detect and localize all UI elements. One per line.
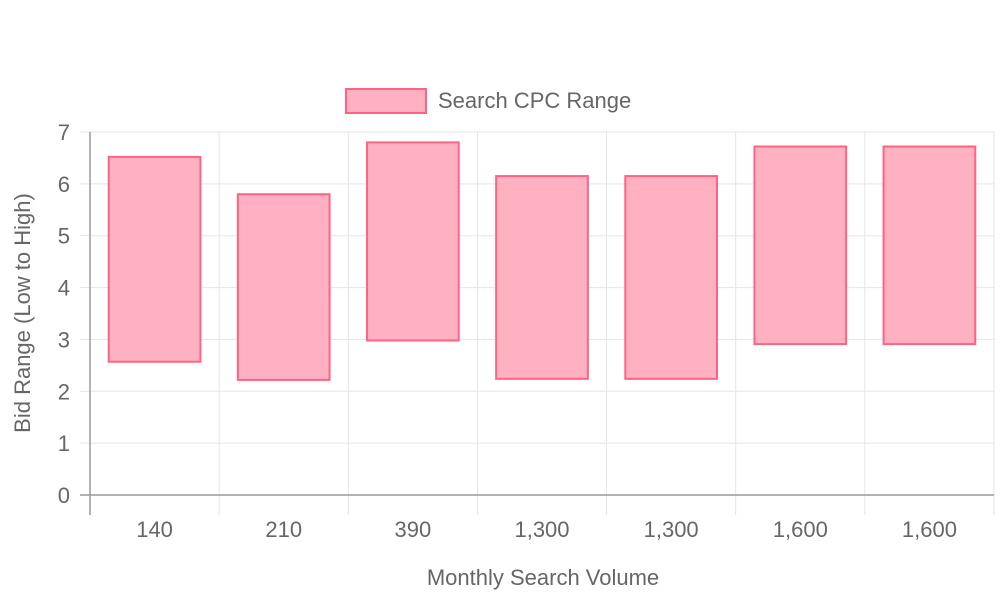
legend-label: Search CPC Range xyxy=(438,88,631,113)
x-tick-label: 210 xyxy=(265,517,302,542)
range-bar[interactable] xyxy=(107,155,202,363)
y-tick-label: 7 xyxy=(58,120,70,145)
y-tick-label: 0 xyxy=(58,483,70,508)
range-bar[interactable] xyxy=(236,193,331,381)
bars xyxy=(107,141,977,381)
y-tick-label: 1 xyxy=(58,431,70,456)
x-tick-labels: 140 210 390 1,300 1,300 1,600 1,600 xyxy=(136,517,957,542)
x-tick-label: 390 xyxy=(394,517,431,542)
y-tick-label: 4 xyxy=(58,276,70,301)
x-tick-label: 1,600 xyxy=(773,517,828,542)
x-tick-label: 1,300 xyxy=(644,517,699,542)
range-bar[interactable] xyxy=(882,145,977,346)
y-tick-label: 6 xyxy=(58,172,70,197)
range-bar[interactable] xyxy=(495,175,589,380)
y-tick-label: 3 xyxy=(58,327,70,352)
axes xyxy=(80,131,994,515)
range-bar[interactable] xyxy=(624,175,718,380)
x-tick-label: 140 xyxy=(136,517,173,542)
range-bar[interactable] xyxy=(753,145,848,346)
y-tick-labels: 0 1 2 3 4 5 6 7 xyxy=(58,120,70,508)
y-tick-label: 5 xyxy=(58,224,70,249)
y-tick-label: 2 xyxy=(58,379,70,404)
x-axis-title: Monthly Search Volume xyxy=(427,565,659,590)
legend-swatch xyxy=(345,88,427,114)
legend[interactable]: Search CPC Range xyxy=(345,88,631,114)
y-axis-title: Bid Range (Low to High) xyxy=(10,193,35,433)
range-bar[interactable] xyxy=(366,141,460,342)
x-tick-label: 1,600 xyxy=(902,517,957,542)
x-tick-label: 1,300 xyxy=(514,517,569,542)
